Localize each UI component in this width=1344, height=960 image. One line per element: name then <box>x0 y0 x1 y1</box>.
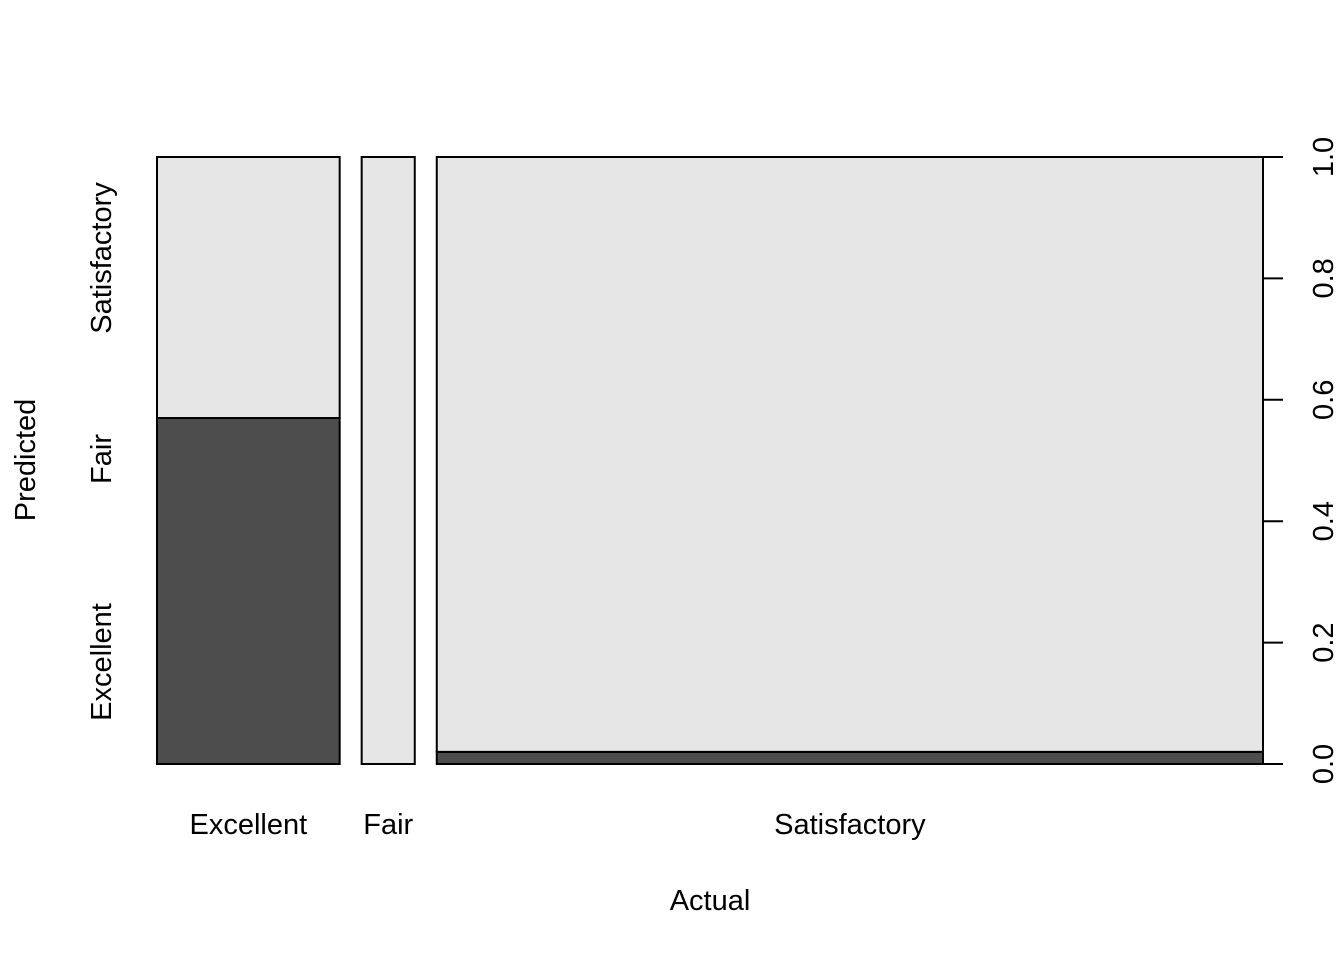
x-tick-label-fair: Fair <box>363 809 413 841</box>
x-axis-label: Actual <box>670 885 751 917</box>
right-axis-tick-label: 0.6 <box>1308 380 1340 420</box>
tile-satisfactory-excellent <box>435 750 1265 765</box>
mosaic-tiles <box>156 156 1265 765</box>
tile-excellent-satisfactory <box>156 156 341 420</box>
right-axis-tick-label: 1.0 <box>1308 137 1340 177</box>
y-tick-label-fair: Fair <box>86 434 118 484</box>
x-tick-label-excellent: Excellent <box>189 809 307 841</box>
y-tick-label-satisfactory: Satisfactory <box>86 182 118 334</box>
tile-satisfactory-satisfactory <box>435 156 1265 753</box>
tile-fair-satisfactory <box>360 156 416 765</box>
x-tick-labels: Excellent Fair Satisfactory <box>189 809 926 841</box>
right-axis-tick-label: 0.0 <box>1308 744 1340 784</box>
right-axis-tick-label: 0.8 <box>1308 258 1340 298</box>
y-tick-labels: Excellent Fair Satisfactory <box>86 182 118 721</box>
y-tick-label-excellent: Excellent <box>86 603 118 721</box>
right-axis: 0.0 0.2 0.4 0.6 0.8 1.0 <box>1262 137 1340 784</box>
y-axis-label: Predicted <box>10 399 42 522</box>
right-axis-tick-label: 0.4 <box>1308 501 1340 541</box>
right-axis-tick-label: 0.2 <box>1308 622 1340 662</box>
tile-excellent-excellent <box>156 417 341 765</box>
x-tick-label-satisfactory: Satisfactory <box>774 809 926 841</box>
